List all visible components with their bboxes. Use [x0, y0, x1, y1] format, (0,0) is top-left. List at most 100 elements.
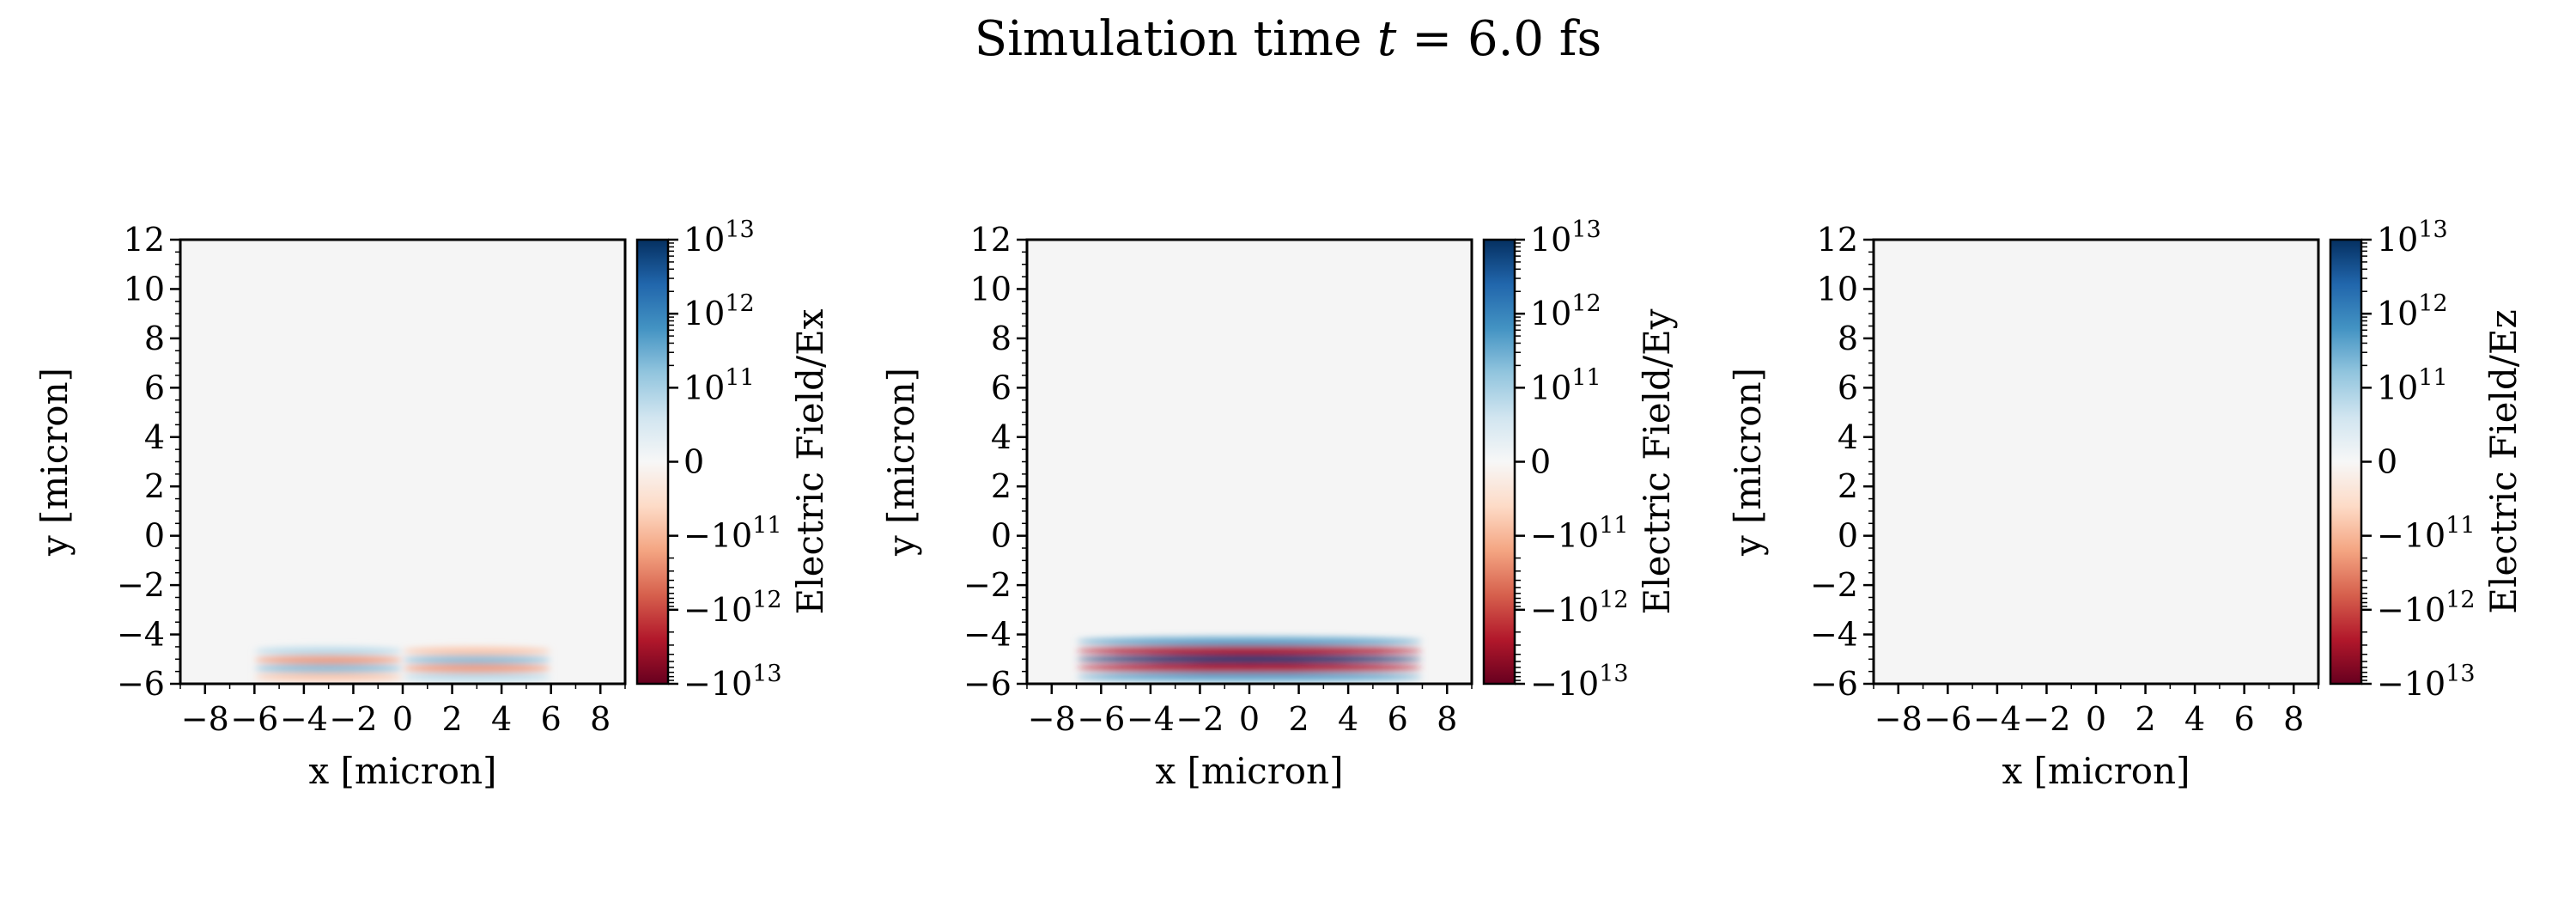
colorbar-tick-label: −1012: [2377, 587, 2476, 629]
y-tick-label: 12: [970, 221, 1012, 259]
y-tick-label: 6: [144, 369, 165, 406]
y-tick-label: −4: [1810, 616, 1858, 654]
colorbar: [1484, 240, 1515, 684]
colorbar-tick-label: −1012: [683, 587, 782, 629]
colorbar: [637, 240, 668, 684]
x-tick-label: 6: [2234, 700, 2255, 738]
x-axis-label: x [micron]: [308, 750, 496, 792]
x-tick-label: 4: [491, 700, 512, 738]
y-tick-label: 12: [1817, 221, 1858, 259]
x-axis-label: x [micron]: [2002, 750, 2190, 792]
colorbar-tick-label: −1011: [1530, 513, 1629, 555]
field-band: [254, 655, 403, 665]
y-axis-label: y [micron]: [880, 368, 922, 557]
colorbar-tick-label: −1013: [1530, 661, 1629, 703]
y-tick-label: 6: [1838, 369, 1858, 406]
colorbar-tick-label: 1011: [683, 364, 755, 406]
colorbar-tick-label: 0: [1530, 443, 1551, 481]
title-suffix: = 6.0 fs: [1396, 11, 1601, 67]
colorbar-tick-label: 1013: [2377, 216, 2448, 259]
field-band: [402, 655, 551, 665]
x-tick-label: 8: [590, 700, 611, 738]
field-pulse: [1076, 637, 1423, 682]
x-tick-label: −6: [1923, 700, 1971, 738]
x-tick-label: −8: [1874, 700, 1923, 738]
colorbar-label: Electric Field/Ex: [789, 308, 831, 614]
y-tick-label: 2: [144, 467, 165, 505]
y-tick-label: 6: [991, 369, 1012, 406]
y-axis-label: y [micron]: [33, 368, 76, 557]
x-tick-label: 2: [1288, 700, 1309, 738]
field-band: [254, 646, 403, 655]
title-prefix: Simulation time: [975, 11, 1377, 67]
x-tick-label: 0: [392, 700, 413, 738]
colorbar: [2330, 240, 2361, 684]
x-tick-label: −6: [230, 700, 278, 738]
x-tick-label: 6: [1388, 700, 1408, 738]
y-tick-label: 10: [970, 270, 1012, 308]
x-tick-label: −4: [1127, 700, 1175, 738]
y-tick-label: −2: [963, 566, 1012, 604]
colorbar-tick-label: 1012: [683, 290, 755, 332]
y-tick-label: 4: [1838, 418, 1858, 456]
y-tick-label: 4: [144, 418, 165, 456]
x-tick-label: −2: [2022, 700, 2070, 738]
colorbar-tick-label: −1013: [2377, 661, 2476, 703]
x-tick-label: −8: [181, 700, 229, 738]
x-axis-label: x [micron]: [1155, 750, 1343, 792]
colorbar-tick-label: 1013: [1530, 216, 1601, 259]
y-tick-label: 2: [991, 467, 1012, 505]
field-band: [1076, 645, 1423, 655]
colorbar-label: Electric Field/Ez: [2482, 309, 2524, 613]
y-tick-label: −2: [1810, 566, 1858, 604]
colorbar-label: Electric Field/Ey: [1636, 308, 1678, 614]
field-band: [1076, 637, 1423, 646]
y-tick-label: 10: [1817, 270, 1858, 308]
colorbar-tick-label: −1011: [2377, 513, 2476, 555]
y-tick-label: 4: [991, 418, 1012, 456]
title-variable: t: [1377, 11, 1397, 67]
colorbar-tick-label: 1012: [1530, 290, 1601, 332]
y-tick-label: 2: [1838, 467, 1858, 505]
x-tick-label: −6: [1077, 700, 1125, 738]
field-band: [254, 673, 403, 682]
field-band: [402, 646, 551, 655]
heatmap-background: [1874, 240, 2318, 684]
field-band: [1076, 672, 1423, 682]
figure-title: Simulation time t = 6.0 fs: [975, 11, 1602, 67]
x-tick-label: 2: [441, 700, 462, 738]
field-band: [402, 673, 551, 682]
y-axis-label: y [micron]: [1727, 368, 1769, 557]
heatmap-background: [180, 240, 625, 684]
field-pulse: [254, 646, 551, 682]
y-tick-label: 12: [124, 221, 165, 259]
colorbar-tick-label: −1011: [683, 513, 782, 555]
x-tick-label: −2: [329, 700, 377, 738]
y-tick-label: 10: [124, 270, 165, 308]
colorbar-tick-label: 1011: [1530, 364, 1601, 406]
y-tick-label: −6: [1810, 665, 1858, 703]
colorbar-tick-label: 1012: [2377, 290, 2448, 332]
y-tick-label: 8: [991, 320, 1012, 357]
y-tick-label: 8: [144, 320, 165, 357]
colorbar-tick-label: 1013: [683, 216, 755, 259]
x-tick-label: 2: [2135, 700, 2155, 738]
field-band: [1076, 663, 1423, 673]
colorbar-tick-label: 1011: [2377, 364, 2448, 406]
field-band: [1076, 655, 1423, 664]
y-tick-label: −4: [117, 616, 165, 654]
field-band: [254, 664, 403, 673]
x-tick-label: 8: [2283, 700, 2304, 738]
y-tick-label: −6: [117, 665, 165, 703]
y-tick-label: −6: [963, 665, 1012, 703]
colorbar-tick-label: 0: [683, 443, 704, 481]
y-tick-label: 8: [1838, 320, 1858, 357]
x-tick-label: 0: [1239, 700, 1260, 738]
y-tick-label: 0: [991, 517, 1012, 555]
x-tick-label: 4: [2184, 700, 2205, 738]
y-tick-label: −2: [117, 566, 165, 604]
